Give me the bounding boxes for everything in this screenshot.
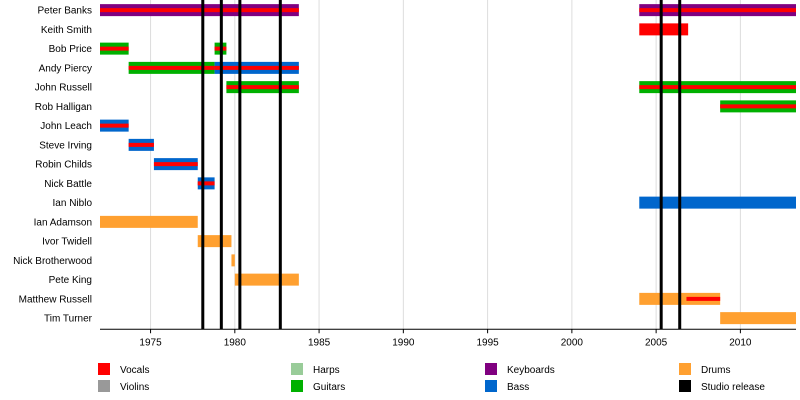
x-tick-label: 1995 <box>476 337 499 348</box>
vocals-stripe <box>214 65 299 70</box>
legend-swatch <box>98 380 110 392</box>
member-name: Rob Halligan <box>35 102 92 113</box>
member-bar <box>100 215 198 228</box>
legend-swatch <box>291 363 303 375</box>
legend-swatch <box>291 380 303 392</box>
member-bar <box>197 235 232 248</box>
legend-item-studio: Studio release <box>679 380 765 393</box>
vocals-stripe <box>153 162 198 167</box>
vocals-stripe <box>128 142 154 147</box>
member-name: Ian Niblo <box>53 198 93 209</box>
member-bars <box>100 4 796 325</box>
member-name: Matthew Russell <box>19 294 92 305</box>
legend-label: Guitars <box>313 382 345 393</box>
member-bar <box>639 23 689 36</box>
legend-swatch <box>679 363 691 375</box>
member-name: Peter Banks <box>38 6 92 17</box>
member-bar <box>231 254 235 267</box>
vocals-stripe <box>128 65 215 70</box>
x-tick-label: 1985 <box>308 337 331 348</box>
vocals-stripe <box>686 296 721 301</box>
vocals-stripe <box>720 104 796 109</box>
vocals-stripe <box>100 123 129 128</box>
x-tick-label: 1980 <box>224 337 247 348</box>
vocals-stripe <box>100 46 129 51</box>
member-name: Robin Childs <box>35 160 92 171</box>
legend-item-vocals: Vocals <box>98 363 149 376</box>
member-name: Steve Irving <box>39 140 92 151</box>
legend-label: Keyboards <box>507 365 555 376</box>
legend-label: Bass <box>507 382 529 393</box>
x-tick-label: 1975 <box>139 337 162 348</box>
member-names: Peter Banks Keith Smith Bob Price Andy Pier… <box>13 6 93 325</box>
member-bar <box>639 196 796 209</box>
legend-label: Violins <box>120 382 149 393</box>
x-axis: 1975 1980 1985 1990 1995 2000 2005 2010 <box>100 328 796 348</box>
grid-lines <box>150 0 741 330</box>
member-bar <box>720 312 796 325</box>
legend-label: Drums <box>701 365 730 376</box>
legend-label: Harps <box>313 365 340 376</box>
legend-item-bass: Bass <box>485 380 529 393</box>
legend-item-harps: Harps <box>291 363 340 376</box>
vocals-stripe <box>226 85 299 90</box>
vocals-stripe <box>639 8 796 13</box>
member-name: Ivor Twidell <box>42 237 92 248</box>
x-tick-label: 2010 <box>729 337 752 348</box>
legend-swatch <box>485 380 497 392</box>
member-name: John Leach <box>40 121 92 132</box>
member-name: Nick Battle <box>44 179 92 190</box>
member-name: John Russell <box>35 83 92 94</box>
member-name: Ian Adamson <box>34 217 92 228</box>
x-tick-label: 1990 <box>392 337 415 348</box>
member-name: Keith Smith <box>41 25 92 36</box>
vocals-stripe <box>639 85 796 90</box>
studio-release-lines <box>201 0 682 330</box>
member-name: Nick Brotherwood <box>13 256 92 267</box>
member-bar <box>234 273 299 286</box>
vocals-stripe <box>100 8 299 13</box>
legend-label: Studio release <box>701 382 765 393</box>
legend-item-keyboards: Keyboards <box>485 363 555 376</box>
member-name: Andy Piercy <box>39 63 92 74</box>
legend: Vocals Violins Harps Guitars Keyboards Bass Dr… <box>98 363 765 393</box>
member-name: Bob Price <box>49 44 93 55</box>
legend-swatch <box>98 363 110 375</box>
vocals-stripe <box>197 181 215 186</box>
legend-swatch <box>679 380 691 392</box>
legend-item-drums: Drums <box>679 363 730 376</box>
member-name: Pete King <box>49 275 92 286</box>
x-tick-label: 2005 <box>645 337 668 348</box>
legend-label: Vocals <box>120 365 149 376</box>
legend-item-violins: Violins <box>98 380 149 393</box>
member-name: Tim Turner <box>44 314 93 325</box>
x-tick-label: 2000 <box>561 337 584 348</box>
legend-swatch <box>485 363 497 375</box>
legend-item-guitars: Guitars <box>291 380 345 393</box>
